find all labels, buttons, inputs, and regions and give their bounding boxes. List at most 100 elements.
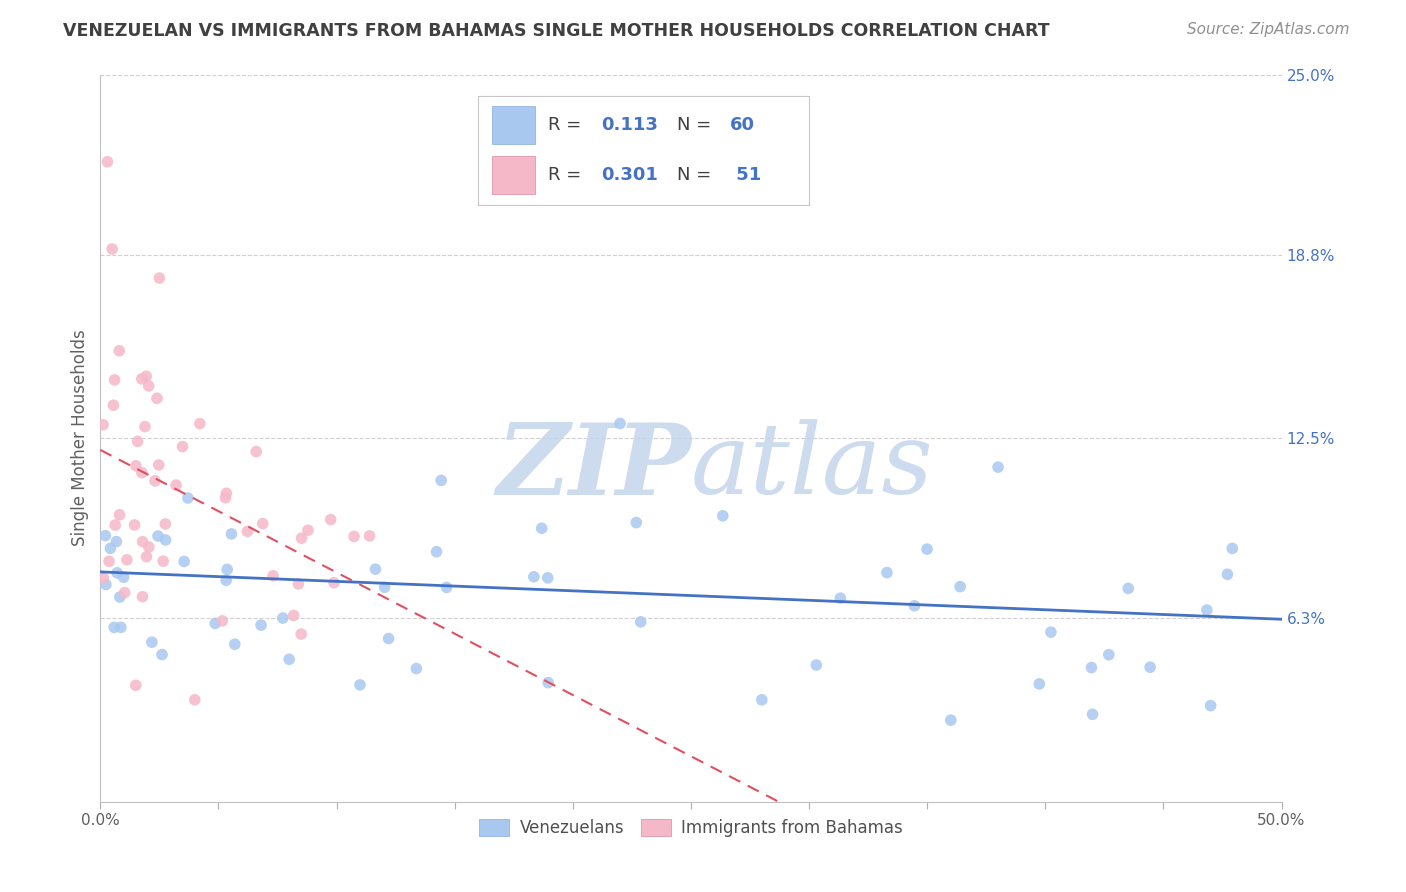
Point <box>1081 707 1104 722</box>
Point <box>188 417 211 431</box>
Point <box>526 169 548 184</box>
Point <box>135 549 157 564</box>
Point <box>108 590 131 604</box>
Point <box>125 458 148 473</box>
Point <box>1028 677 1050 691</box>
Point <box>131 372 153 386</box>
Point <box>146 391 169 405</box>
Point <box>323 575 346 590</box>
Point <box>104 518 127 533</box>
Point <box>98 554 121 568</box>
Point <box>127 434 149 449</box>
Point <box>141 635 163 649</box>
Point <box>110 620 132 634</box>
Point <box>364 562 387 576</box>
Point <box>98 541 121 556</box>
Point <box>250 618 273 632</box>
Point <box>148 458 170 472</box>
Point <box>138 379 160 393</box>
Point <box>1139 660 1161 674</box>
Point <box>711 508 734 523</box>
Point <box>150 648 173 662</box>
Point <box>609 417 631 431</box>
Point <box>806 658 828 673</box>
Point <box>245 444 267 458</box>
Point <box>108 343 131 358</box>
Point <box>134 419 156 434</box>
Point <box>1220 541 1243 556</box>
Point <box>537 675 560 690</box>
Text: Source: ZipAtlas.com: Source: ZipAtlas.com <box>1187 22 1350 37</box>
Point <box>1080 660 1102 674</box>
Point <box>290 627 312 641</box>
Point <box>177 491 200 505</box>
Point <box>987 460 1010 475</box>
Point <box>114 585 136 599</box>
Point <box>224 637 246 651</box>
Point <box>359 529 381 543</box>
Point <box>138 540 160 554</box>
Point <box>108 508 131 522</box>
Point <box>287 577 309 591</box>
Point <box>523 570 546 584</box>
Point <box>236 524 259 539</box>
Point <box>94 529 117 543</box>
Point <box>903 599 925 613</box>
Point <box>297 523 319 537</box>
Point <box>1195 603 1218 617</box>
Point <box>830 591 852 606</box>
Point <box>131 466 153 480</box>
Point <box>204 616 226 631</box>
Point <box>94 577 117 591</box>
Point <box>103 620 125 634</box>
Point <box>1216 567 1239 582</box>
Point <box>377 632 399 646</box>
Point <box>343 529 366 543</box>
Point <box>155 516 177 531</box>
Point <box>537 571 560 585</box>
Point <box>91 417 114 432</box>
Point <box>221 527 243 541</box>
Point <box>939 713 962 727</box>
Point <box>430 474 453 488</box>
Point <box>374 580 396 594</box>
Point <box>112 570 135 584</box>
Point <box>530 521 553 535</box>
Point <box>165 478 187 492</box>
Point <box>105 534 128 549</box>
Point <box>215 486 238 500</box>
Point <box>215 574 238 588</box>
Point <box>143 474 166 488</box>
Point <box>135 369 157 384</box>
Point <box>105 566 128 580</box>
Y-axis label: Single Mother Households: Single Mother Households <box>72 330 89 547</box>
Point <box>148 271 170 285</box>
Point <box>436 581 458 595</box>
Point <box>103 373 125 387</box>
Point <box>155 533 177 547</box>
Point <box>271 611 294 625</box>
Legend: Venezuelans, Immigrants from Bahamas: Venezuelans, Immigrants from Bahamas <box>472 813 910 844</box>
Point <box>184 693 207 707</box>
Point <box>131 590 153 604</box>
Point <box>217 562 239 576</box>
Point <box>214 491 236 505</box>
Point <box>152 554 174 568</box>
Point <box>131 534 153 549</box>
Text: atlas: atlas <box>690 419 934 515</box>
Point <box>125 678 148 692</box>
Point <box>425 545 447 559</box>
Point <box>101 242 124 256</box>
Point <box>262 569 284 583</box>
Point <box>96 154 118 169</box>
Point <box>1039 625 1062 640</box>
Point <box>211 614 233 628</box>
Point <box>626 516 648 530</box>
Point <box>115 553 138 567</box>
Text: ZIP: ZIP <box>496 419 690 516</box>
Point <box>173 554 195 568</box>
Point <box>630 615 652 629</box>
Point <box>146 529 169 543</box>
Point <box>1199 698 1222 713</box>
Point <box>1098 648 1121 662</box>
